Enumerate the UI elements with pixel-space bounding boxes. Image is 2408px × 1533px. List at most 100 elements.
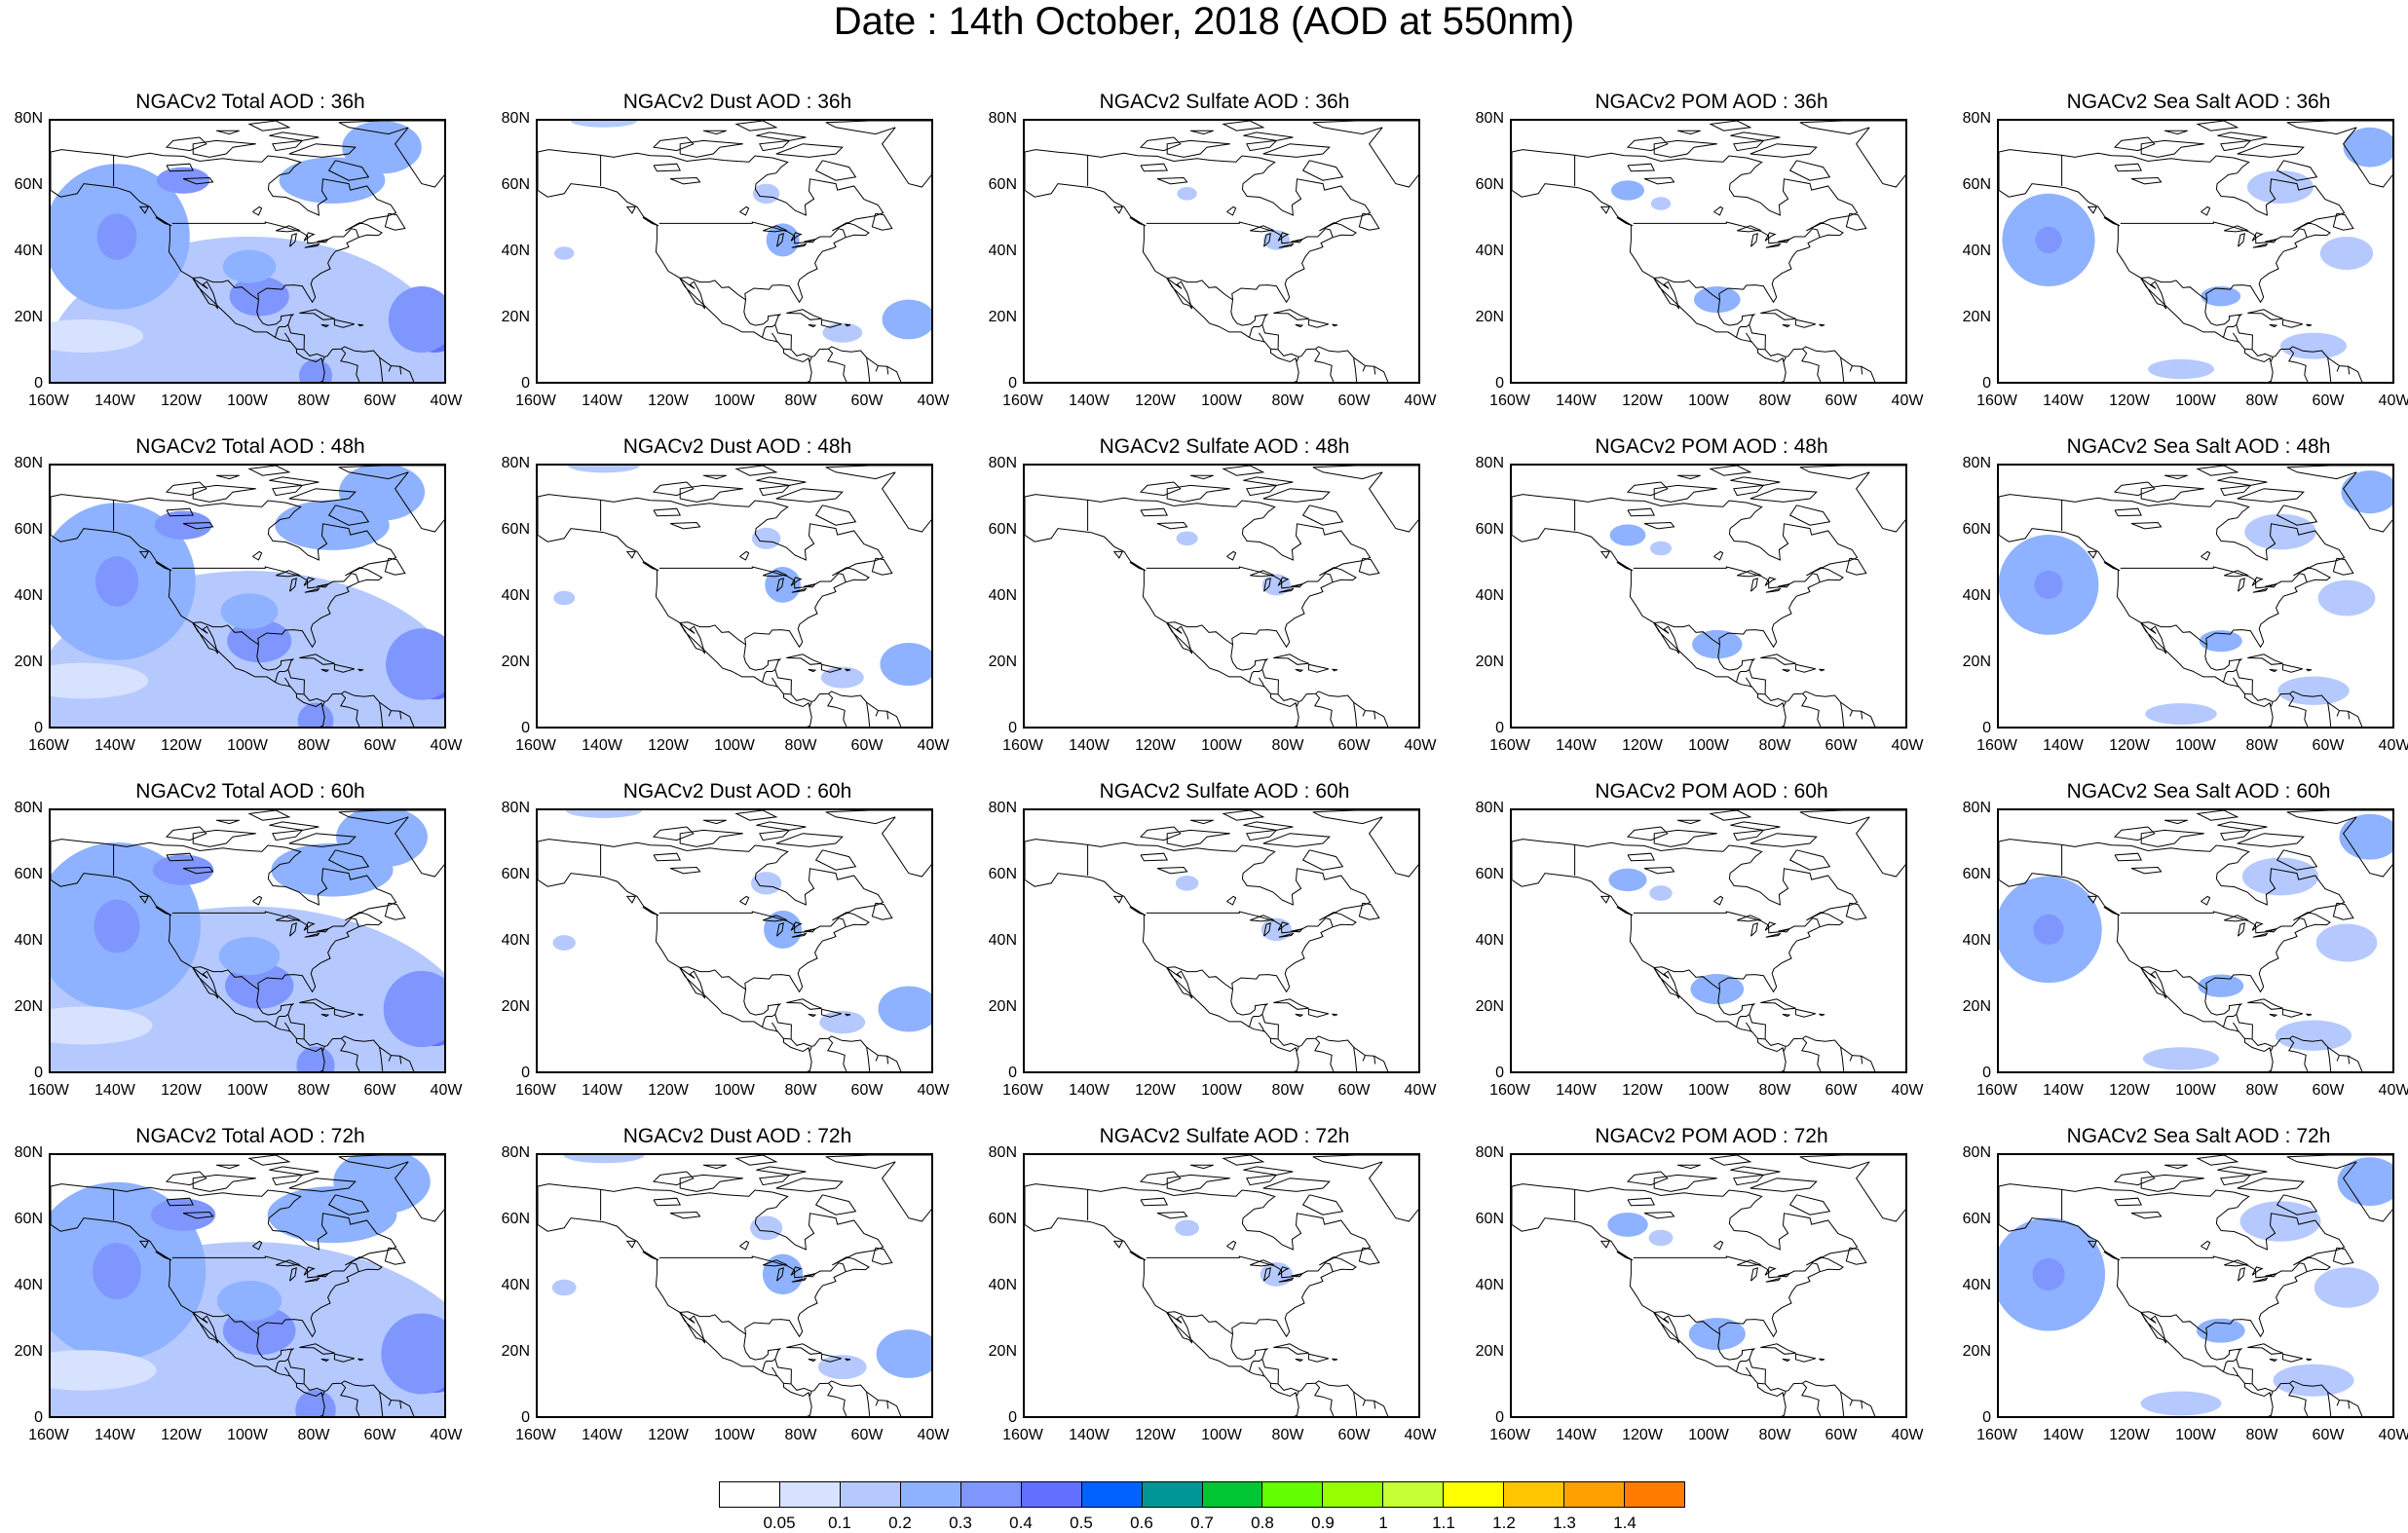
longitude-tick-label: 160W bbox=[1002, 393, 1043, 409]
country-border bbox=[2288, 692, 2309, 727]
coastline-island bbox=[1243, 476, 1294, 486]
longitude-tick-label: 160W bbox=[515, 393, 556, 409]
lake-outline bbox=[1250, 1259, 1275, 1267]
coastline-island bbox=[1750, 488, 1818, 503]
country-border bbox=[783, 348, 791, 351]
country-border bbox=[2348, 1056, 2351, 1065]
coastline-island bbox=[2140, 1174, 2204, 1192]
coastline-island bbox=[215, 1164, 240, 1170]
latitude-tick-label: 60N bbox=[1475, 866, 1504, 882]
aod-plume bbox=[2319, 237, 2374, 270]
coastline-island bbox=[1295, 1358, 1304, 1363]
country-border bbox=[1296, 1046, 1299, 1052]
lake-outline bbox=[2252, 243, 2269, 248]
coastline-island bbox=[1112, 206, 1123, 214]
longitude-tick-label: 160W bbox=[28, 737, 69, 754]
latitude-tick-label: 60N bbox=[988, 866, 1017, 882]
lake-outline bbox=[1250, 915, 1275, 922]
latitude-tick-label: 40N bbox=[14, 1277, 43, 1293]
country-border bbox=[866, 1392, 871, 1416]
colorbar-swatch bbox=[1383, 1482, 1445, 1507]
coastline-island bbox=[320, 323, 330, 328]
aod-plume bbox=[51, 1006, 153, 1045]
lake-outline bbox=[669, 866, 701, 875]
coastline-island bbox=[1301, 849, 1344, 871]
country-border bbox=[2244, 348, 2252, 351]
aod-map bbox=[1999, 121, 2392, 382]
panel-title: NGACv2 POM AOD : 72h bbox=[1595, 1125, 1828, 1147]
coastline bbox=[1025, 149, 1389, 382]
coastline-island bbox=[820, 1008, 842, 1018]
coastline bbox=[51, 1183, 415, 1416]
country-border bbox=[296, 348, 304, 351]
lake-outline bbox=[2238, 1267, 2245, 1282]
coastline-island bbox=[1246, 484, 1277, 497]
coastline-island bbox=[1616, 561, 1634, 572]
country-border bbox=[1653, 621, 1720, 646]
longitude-tick-label: 160W bbox=[1976, 1427, 2017, 1443]
latitude-tick-label: 60N bbox=[501, 521, 530, 538]
country-border bbox=[2336, 710, 2340, 717]
aod-map bbox=[1512, 1155, 1905, 1416]
aod-plume bbox=[563, 1155, 645, 1164]
lake-outline bbox=[1226, 550, 1237, 561]
coastline-island bbox=[2237, 833, 2305, 847]
coastline-island bbox=[2196, 1155, 2239, 1166]
latitude-tick-label: 40N bbox=[1962, 243, 1991, 259]
lake-outline bbox=[739, 1240, 750, 1251]
lake-outline bbox=[1627, 1197, 1655, 1207]
lake-outline bbox=[2251, 232, 2264, 242]
lake-outline bbox=[669, 521, 701, 530]
coastline-island bbox=[1760, 998, 1796, 1010]
country-border bbox=[283, 677, 291, 688]
coastline-island bbox=[652, 826, 695, 841]
coastline-greenland bbox=[1312, 121, 1418, 188]
coastline-island bbox=[642, 906, 659, 916]
coastline-island bbox=[1295, 323, 1304, 328]
country-border bbox=[1736, 1358, 1750, 1372]
coastline-island bbox=[2269, 323, 2278, 328]
country-border bbox=[1633, 1255, 1821, 1279]
longitude-tick-label: 80W bbox=[784, 1427, 817, 1443]
coastline-island bbox=[2332, 212, 2354, 231]
longitude-tick-label: 40W bbox=[1891, 393, 1924, 409]
country-border bbox=[2120, 1255, 2308, 1279]
latitude-tick-label: 0 bbox=[34, 375, 43, 392]
country-border bbox=[762, 323, 776, 338]
coastline-island bbox=[1332, 1013, 1338, 1017]
longitude-tick-label: 80W bbox=[1271, 1082, 1304, 1099]
latitude-tick-label: 80N bbox=[1962, 800, 1991, 816]
country-border bbox=[1801, 1382, 1822, 1416]
aod-plume bbox=[1608, 868, 1647, 892]
coastline-island bbox=[1166, 484, 1230, 503]
coastline bbox=[538, 839, 902, 1071]
latitude-tick-label: 0 bbox=[1982, 720, 1991, 736]
coastline-island bbox=[1599, 206, 1610, 214]
aod-plume bbox=[1649, 885, 1673, 901]
coastline-island bbox=[1626, 1171, 1669, 1186]
coastline-island bbox=[1246, 1174, 1277, 1186]
latitude-tick-label: 60N bbox=[14, 176, 43, 193]
aod-plume bbox=[882, 299, 931, 340]
longitude-tick-label: 60W bbox=[1825, 1427, 1858, 1443]
latitude-tick-label: 40N bbox=[988, 243, 1017, 259]
aod-plume bbox=[2280, 332, 2347, 359]
aod-plume bbox=[1650, 197, 1672, 210]
country-border bbox=[1801, 1037, 1822, 1071]
aod-map bbox=[1025, 466, 1418, 727]
coastline-island bbox=[1730, 476, 1781, 486]
coastline-island bbox=[871, 212, 893, 231]
coastline-island bbox=[165, 136, 207, 152]
lake-outline bbox=[304, 587, 320, 593]
coastline-island bbox=[871, 902, 893, 920]
aod-plume bbox=[51, 1350, 157, 1391]
lake-outline bbox=[289, 578, 297, 592]
country-border bbox=[379, 1047, 384, 1071]
coastline-island bbox=[2163, 819, 2188, 825]
coastline-island bbox=[2163, 474, 2188, 480]
longitude-tick-label: 100W bbox=[714, 1082, 755, 1099]
country-border bbox=[1633, 911, 1821, 934]
longitude-tick-label: 80W bbox=[1271, 737, 1304, 754]
longitude-tick-label: 120W bbox=[1622, 737, 1663, 754]
country-border bbox=[340, 348, 360, 382]
